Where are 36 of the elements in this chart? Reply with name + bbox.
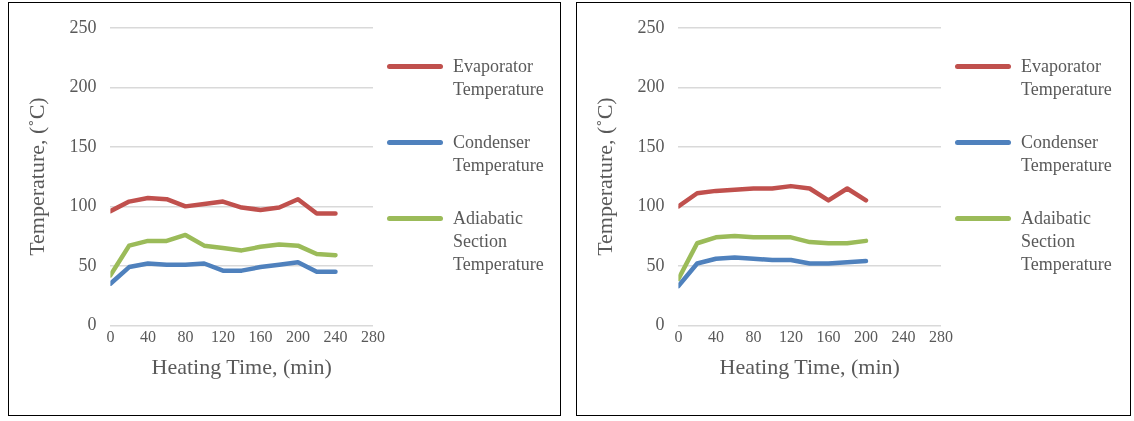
x-axis-title: Heating Time, (min) bbox=[151, 353, 332, 379]
x-tick-label: 160 bbox=[816, 328, 841, 346]
x-tick-label: 280 bbox=[929, 328, 953, 346]
y-tick-label: 200 bbox=[637, 76, 665, 97]
y-tick-label: 100 bbox=[637, 195, 665, 216]
y-tick-label: 250 bbox=[637, 16, 665, 37]
x-tick-label: 160 bbox=[248, 328, 273, 346]
y-tick-label: 50 bbox=[646, 254, 665, 275]
y-tick-label: 100 bbox=[69, 195, 97, 216]
x-tick-label: 280 bbox=[361, 328, 385, 346]
x-tick-label: 200 bbox=[285, 328, 310, 346]
x-tick-label: 0 bbox=[674, 328, 683, 346]
x-tick-label: 40 bbox=[707, 328, 724, 346]
y-axis-title: Temperature, (˚C) bbox=[591, 97, 617, 256]
x-tick-label: 120 bbox=[210, 328, 235, 346]
x-tick-label: 240 bbox=[891, 328, 916, 346]
y-axis-title: Temperature, (˚C) bbox=[23, 97, 49, 256]
x-tick-label: 0 bbox=[106, 328, 115, 346]
x-tick-label: 40 bbox=[139, 328, 156, 346]
x-tick-label: 120 bbox=[778, 328, 803, 346]
legend-label: Condenser Temperature bbox=[1021, 132, 1112, 175]
legend-label: Condenser Temperature bbox=[453, 132, 544, 175]
y-tick-label: 200 bbox=[69, 76, 97, 97]
legend-label: Adiabatic Section Temperature bbox=[453, 208, 544, 274]
x-tick-label: 80 bbox=[177, 328, 194, 346]
legend-label: Evaporator Temperature bbox=[1021, 56, 1112, 99]
y-tick-label: 150 bbox=[69, 135, 97, 156]
x-axis-title: Heating Time, (min) bbox=[719, 353, 900, 379]
legend-label: Evaporator Temperature bbox=[453, 56, 544, 99]
x-tick-label: 200 bbox=[853, 328, 878, 346]
y-tick-label: 50 bbox=[78, 254, 97, 275]
y-tick-label: 250 bbox=[69, 16, 97, 37]
x-tick-label: 80 bbox=[745, 328, 762, 346]
y-tick-label: 150 bbox=[637, 135, 665, 156]
legend-label: Adaibatic Section Temperature bbox=[1021, 208, 1112, 274]
x-tick-label: 240 bbox=[323, 328, 348, 346]
